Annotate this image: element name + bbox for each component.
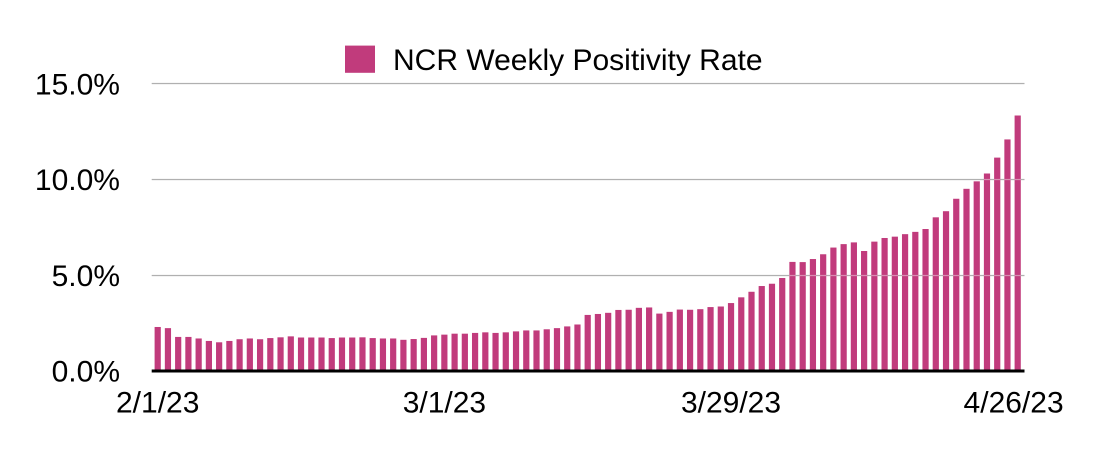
- svg-text:10.0%: 10.0%: [35, 164, 120, 197]
- svg-text:0.0%: 0.0%: [52, 356, 120, 389]
- svg-text:4/26/23: 4/26/23: [964, 387, 1064, 420]
- svg-text:3/29/23: 3/29/23: [681, 387, 781, 420]
- svg-text:3/1/23: 3/1/23: [403, 387, 486, 420]
- svg-text:5.0%: 5.0%: [52, 260, 120, 293]
- svg-text:NCR Weekly Positivity Rate: NCR Weekly Positivity Rate: [393, 44, 763, 77]
- svg-text:2/1/23: 2/1/23: [116, 387, 199, 420]
- svg-text:15.0%: 15.0%: [35, 69, 120, 102]
